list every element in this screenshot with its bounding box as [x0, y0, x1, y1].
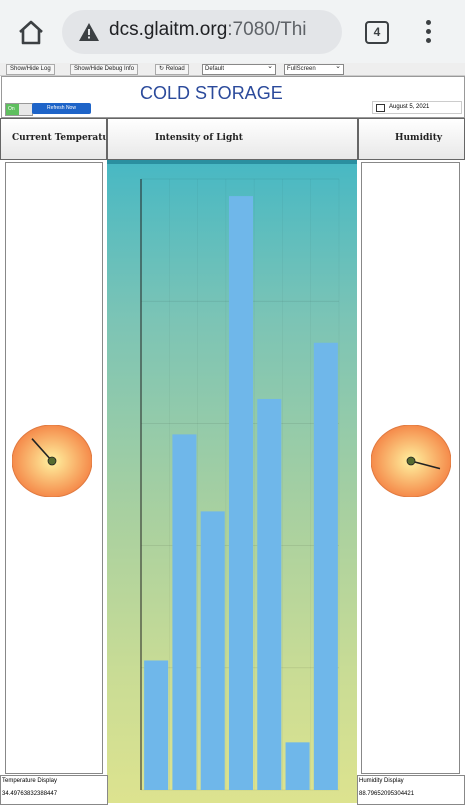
app-toolbar: Show/Hide Log Show/Hide Debug Info ↻ Rel… — [0, 62, 465, 76]
chart-bar — [144, 660, 169, 790]
show-debug-button[interactable]: Show/Hide Debug Info — [70, 64, 139, 75]
calendar-icon — [376, 104, 385, 112]
temperature-needle — [31, 438, 53, 462]
address-bar[interactable] — [62, 10, 342, 54]
url-text[interactable]: dcs.glaitm.org:7080/Thi — [109, 19, 307, 41]
humidity-header-label: Humidity — [395, 133, 443, 143]
temperature-display-label: Temperature Display — [2, 778, 58, 784]
show-log-button[interactable]: Show/Hide Log — [6, 64, 55, 75]
temperature-display: Temperature Display 34.49763832388447 — [0, 775, 108, 805]
chart-top-band — [107, 160, 357, 164]
temperature-column-header: Current Temperature — [0, 118, 107, 160]
refresh-now-button[interactable]: Refresh Now — [32, 103, 91, 114]
browser-toolbar: dcs.glaitm.org:7080/Thi 4 — [0, 0, 465, 63]
light-chart-svg — [107, 160, 357, 791]
temperature-gauge — [12, 425, 92, 497]
date-picker[interactable]: August 5, 2021 — [372, 101, 462, 114]
chart-bar — [285, 742, 310, 790]
tab-count-button[interactable]: 4 — [365, 21, 389, 44]
humidity-display: Humidity Display 88.79652095304421 — [357, 775, 465, 805]
app-header: On Refresh Now COLD STORAGE August 5, 20… — [1, 76, 465, 118]
light-column-header: Intensity of Light — [107, 118, 358, 160]
screen-select[interactable]: FullScreen — [284, 62, 344, 75]
view-select[interactable]: Default — [202, 62, 276, 75]
home-icon[interactable] — [17, 19, 45, 45]
temperature-display-value: 34.49763832388447 — [2, 791, 58, 797]
light-header-label: Intensity of Light — [155, 133, 243, 143]
more-menu-icon[interactable] — [421, 18, 435, 44]
chart-bar — [257, 398, 282, 790]
humidity-needle — [410, 460, 441, 470]
chart-bar — [200, 511, 225, 790]
page-title: COLD STORAGE — [140, 83, 283, 103]
url-path: :7080/Thi — [227, 19, 307, 40]
auto-refresh-toggle[interactable]: On — [5, 103, 33, 116]
date-value: August 5, 2021 — [389, 104, 430, 110]
url-host: dcs.glaitm.org — [109, 19, 228, 40]
reload-button[interactable]: ↻ Reload — [155, 64, 189, 75]
humidity-column-header: Humidity — [358, 118, 465, 160]
humidity-gauge — [371, 425, 451, 497]
chart-bar — [228, 196, 254, 790]
humidity-display-label: Humidity Display — [359, 778, 404, 784]
chart-bar — [313, 342, 338, 790]
warning-icon[interactable] — [78, 22, 100, 42]
toggle-label: On — [6, 104, 19, 115]
humidity-display-value: 88.79652095304421 — [359, 791, 415, 797]
temperature-header-label: Current Temperature — [12, 133, 106, 143]
chart-bar — [172, 434, 197, 790]
reload-icon: ↻ — [159, 66, 165, 72]
reload-label: Reload — [165, 66, 185, 72]
light-intensity-chart — [107, 160, 357, 803]
